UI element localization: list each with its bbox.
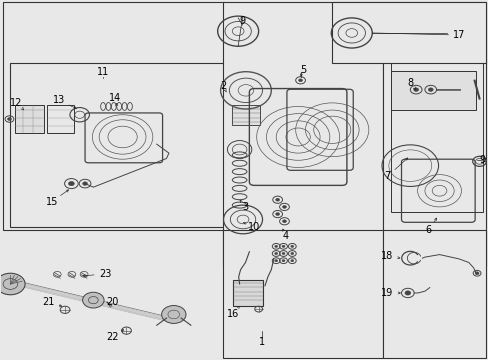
Text: 7: 7: [384, 171, 390, 181]
Circle shape: [427, 88, 432, 91]
Circle shape: [474, 272, 478, 275]
Text: 6: 6: [425, 225, 431, 235]
Text: 10: 10: [247, 222, 259, 231]
Text: 19: 19: [381, 288, 393, 298]
Bar: [3, 3, 224, 230]
Text: 15: 15: [45, 197, 58, 207]
Text: 20: 20: [106, 297, 119, 307]
Circle shape: [282, 206, 286, 208]
Text: 21: 21: [42, 297, 55, 307]
Circle shape: [298, 79, 302, 82]
Bar: [233, 280, 262, 306]
Circle shape: [274, 260, 277, 262]
Text: 9: 9: [239, 17, 245, 27]
Circle shape: [274, 245, 277, 247]
Text: 1: 1: [258, 337, 264, 347]
Circle shape: [82, 292, 104, 308]
Bar: [390, 71, 475, 110]
Circle shape: [290, 260, 293, 262]
Text: 5: 5: [299, 64, 305, 75]
Circle shape: [282, 245, 285, 247]
Circle shape: [406, 292, 408, 294]
Bar: [232, 105, 259, 125]
Text: 17: 17: [452, 30, 464, 40]
Text: 18: 18: [381, 251, 393, 261]
Text: 8: 8: [407, 78, 412, 88]
Circle shape: [282, 260, 285, 262]
Bar: [383, 230, 485, 357]
Circle shape: [0, 273, 25, 295]
Bar: [222, 3, 383, 266]
Circle shape: [413, 88, 418, 91]
Circle shape: [275, 198, 279, 201]
Text: 14: 14: [109, 93, 121, 103]
Circle shape: [82, 182, 87, 185]
Text: 23: 23: [99, 269, 111, 279]
Text: 22: 22: [106, 332, 119, 342]
Text: 2: 2: [220, 81, 226, 91]
Bar: [390, 63, 483, 212]
Text: 13: 13: [53, 95, 65, 105]
Text: 9: 9: [478, 155, 485, 165]
Circle shape: [275, 213, 279, 216]
Text: 16: 16: [226, 310, 239, 319]
Bar: [331, 3, 485, 63]
Circle shape: [404, 291, 410, 295]
Bar: [10, 63, 224, 226]
Bar: [47, 105, 74, 134]
Bar: [222, 230, 383, 357]
Text: 12: 12: [10, 98, 22, 108]
Text: 3: 3: [242, 202, 248, 212]
Circle shape: [68, 181, 74, 186]
Circle shape: [274, 252, 277, 255]
Circle shape: [161, 306, 185, 323]
Circle shape: [290, 245, 293, 247]
Bar: [383, 3, 485, 266]
Bar: [15, 105, 43, 134]
Circle shape: [290, 252, 293, 255]
Text: 11: 11: [97, 67, 109, 77]
Circle shape: [282, 220, 286, 223]
Circle shape: [282, 252, 285, 255]
Circle shape: [7, 118, 11, 121]
Text: 4: 4: [282, 231, 288, 240]
